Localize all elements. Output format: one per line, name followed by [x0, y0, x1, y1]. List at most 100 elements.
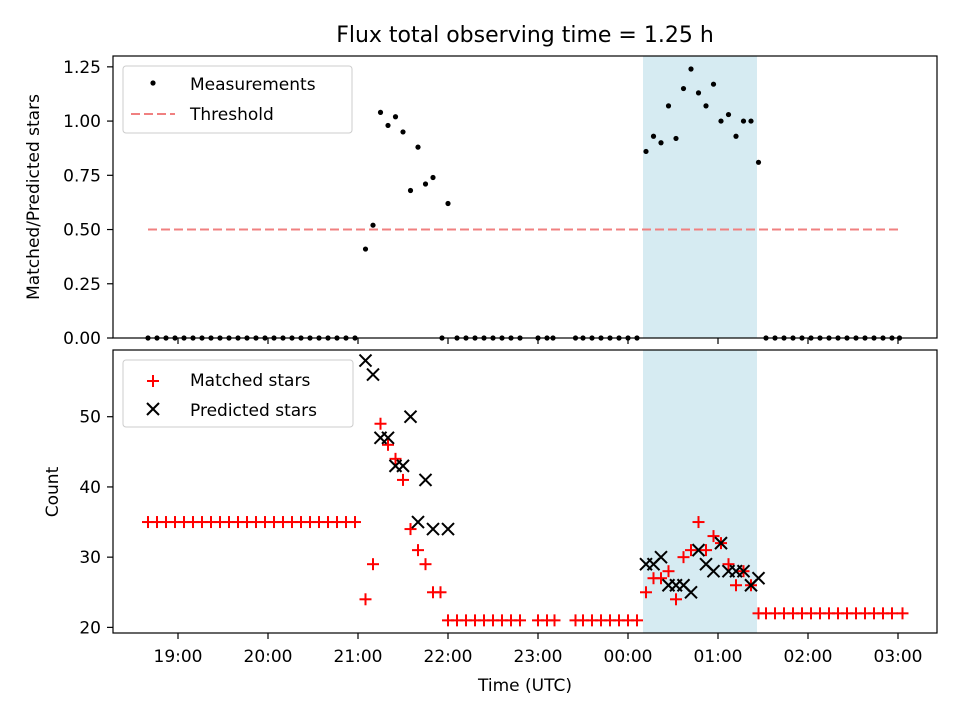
matched-star-point [631, 614, 643, 627]
measurement-point [688, 66, 694, 72]
measurement-point [703, 103, 709, 109]
bottom-y-tick-label: 20 [79, 618, 101, 638]
matched-star-point [722, 558, 735, 571]
matched-star-point [692, 516, 705, 529]
predicted-star-stroke [699, 557, 713, 571]
predicted-star-point [441, 522, 455, 536]
matched-star-point [886, 607, 898, 620]
matched-star-point [677, 551, 690, 564]
bottom-y-ticks: 20 30 40 50 [79, 408, 113, 638]
predicted-star-stroke [654, 550, 668, 564]
predicted-star-stroke [358, 353, 373, 368]
predicted-star-stroke [411, 515, 425, 529]
top-axes-frame [112, 55, 938, 339]
legend-predicted-label: Predicted stars [190, 401, 317, 421]
matched-star-point [389, 452, 402, 465]
predicted-star-stroke [441, 522, 455, 536]
matched-star-point [367, 558, 379, 571]
measurement-point [673, 135, 679, 142]
legend-predicted-marker [146, 402, 160, 416]
predicted-star-point [418, 473, 433, 487]
x-tick-label: 20:00 [244, 647, 293, 667]
predicted-star-stroke [706, 564, 721, 578]
legend-matched-label: Matched stars [190, 371, 310, 391]
measurement-point [377, 109, 384, 115]
predicted-star-stroke [714, 536, 728, 550]
predicted-star-point [403, 410, 418, 424]
predicted-star-point [654, 550, 668, 564]
x-tick-label: 02:00 [784, 647, 833, 667]
predicted-star-stroke [751, 571, 766, 585]
matched-star-point [374, 417, 387, 430]
legend-matched-marker [147, 375, 159, 387]
matched-star-point [382, 438, 394, 451]
top-y-tick-label: 0.50 [63, 221, 101, 241]
predicted-star-point [358, 353, 373, 368]
measurement-point [643, 148, 649, 155]
measurement-point [748, 118, 754, 124]
measurement-point [422, 181, 429, 187]
matched-star-point [670, 593, 682, 606]
measurement-point [680, 85, 687, 92]
predicted-star-point [706, 564, 721, 578]
bottom-axes-frame [112, 349, 938, 634]
chart-title: Flux total observing time = 1.25 h [336, 23, 714, 48]
predicted-star-stroke [381, 431, 395, 445]
top-panel: 0.00 0.25 0.50 0.75 1.00 1.25 Matched/Predict… [24, 55, 938, 349]
predicted-star-point [381, 431, 395, 445]
predicted-star-stroke [426, 522, 440, 536]
legend-measurements-marker [150, 80, 156, 86]
measurement-point [362, 246, 369, 252]
measurement-point [370, 222, 376, 228]
measurement-point [445, 200, 451, 207]
legend-threshold-label: Threshold [189, 105, 274, 125]
x-tick-label: 19:00 [154, 647, 203, 667]
measurement-point [733, 133, 739, 139]
predicted-star-point [751, 571, 766, 585]
matched-star-point [397, 473, 409, 486]
top-y-tick-label: 0.00 [63, 329, 101, 349]
measurement-point [710, 81, 717, 87]
matched-star-point [700, 544, 712, 557]
matched-star-point [662, 565, 675, 578]
bottom-points [142, 353, 909, 627]
bottom-panel: 20 30 40 50 19:00 20:00 21:00 22:00 23:00 00:00 0… [43, 338, 938, 696]
measurement-point [407, 187, 414, 194]
predicted-star-point [366, 367, 380, 382]
matched-star-point [548, 614, 561, 627]
predicted-star-stroke [403, 410, 418, 424]
predicted-star-point [691, 543, 706, 557]
bottom-legend-box [122, 359, 354, 428]
top-y-axis-label: Matched/Predicted stars [24, 94, 44, 300]
matched-star-point [640, 586, 652, 599]
bottom-y-tick-label: 50 [79, 408, 101, 428]
matched-star-point [412, 544, 424, 557]
matched-star-point [359, 593, 372, 606]
matched-star-point [896, 607, 909, 620]
measurement-point [658, 140, 664, 146]
top-legend-box [122, 65, 353, 134]
predicted-star-stroke [396, 459, 410, 473]
predicted-star-stroke [366, 367, 380, 382]
top-y-tick-label: 0.75 [63, 166, 101, 186]
x-tick-label: 03:00 [874, 647, 923, 667]
x-tick-label: 23:00 [514, 647, 563, 667]
predicted-star-point [684, 585, 698, 599]
bottom-highlight-band [643, 350, 757, 633]
predicted-star-point [411, 515, 425, 529]
measurement-point [755, 159, 762, 165]
matched-star-point [514, 614, 526, 627]
measurement-point [695, 90, 702, 96]
matched-star-point [707, 530, 720, 543]
predicted-star-stroke [676, 578, 691, 592]
measurement-point [430, 174, 436, 181]
bottom-y-axis-label: Count [43, 466, 63, 517]
matched-star-point [685, 544, 697, 557]
x-tick-label: 21:00 [334, 647, 383, 667]
bottom-y-tick-label: 30 [79, 548, 101, 568]
bottom-y-tick-label: 40 [79, 478, 101, 498]
measurement-point [725, 111, 732, 118]
matched-star-point [419, 558, 432, 571]
predicted-star-point [714, 536, 728, 550]
